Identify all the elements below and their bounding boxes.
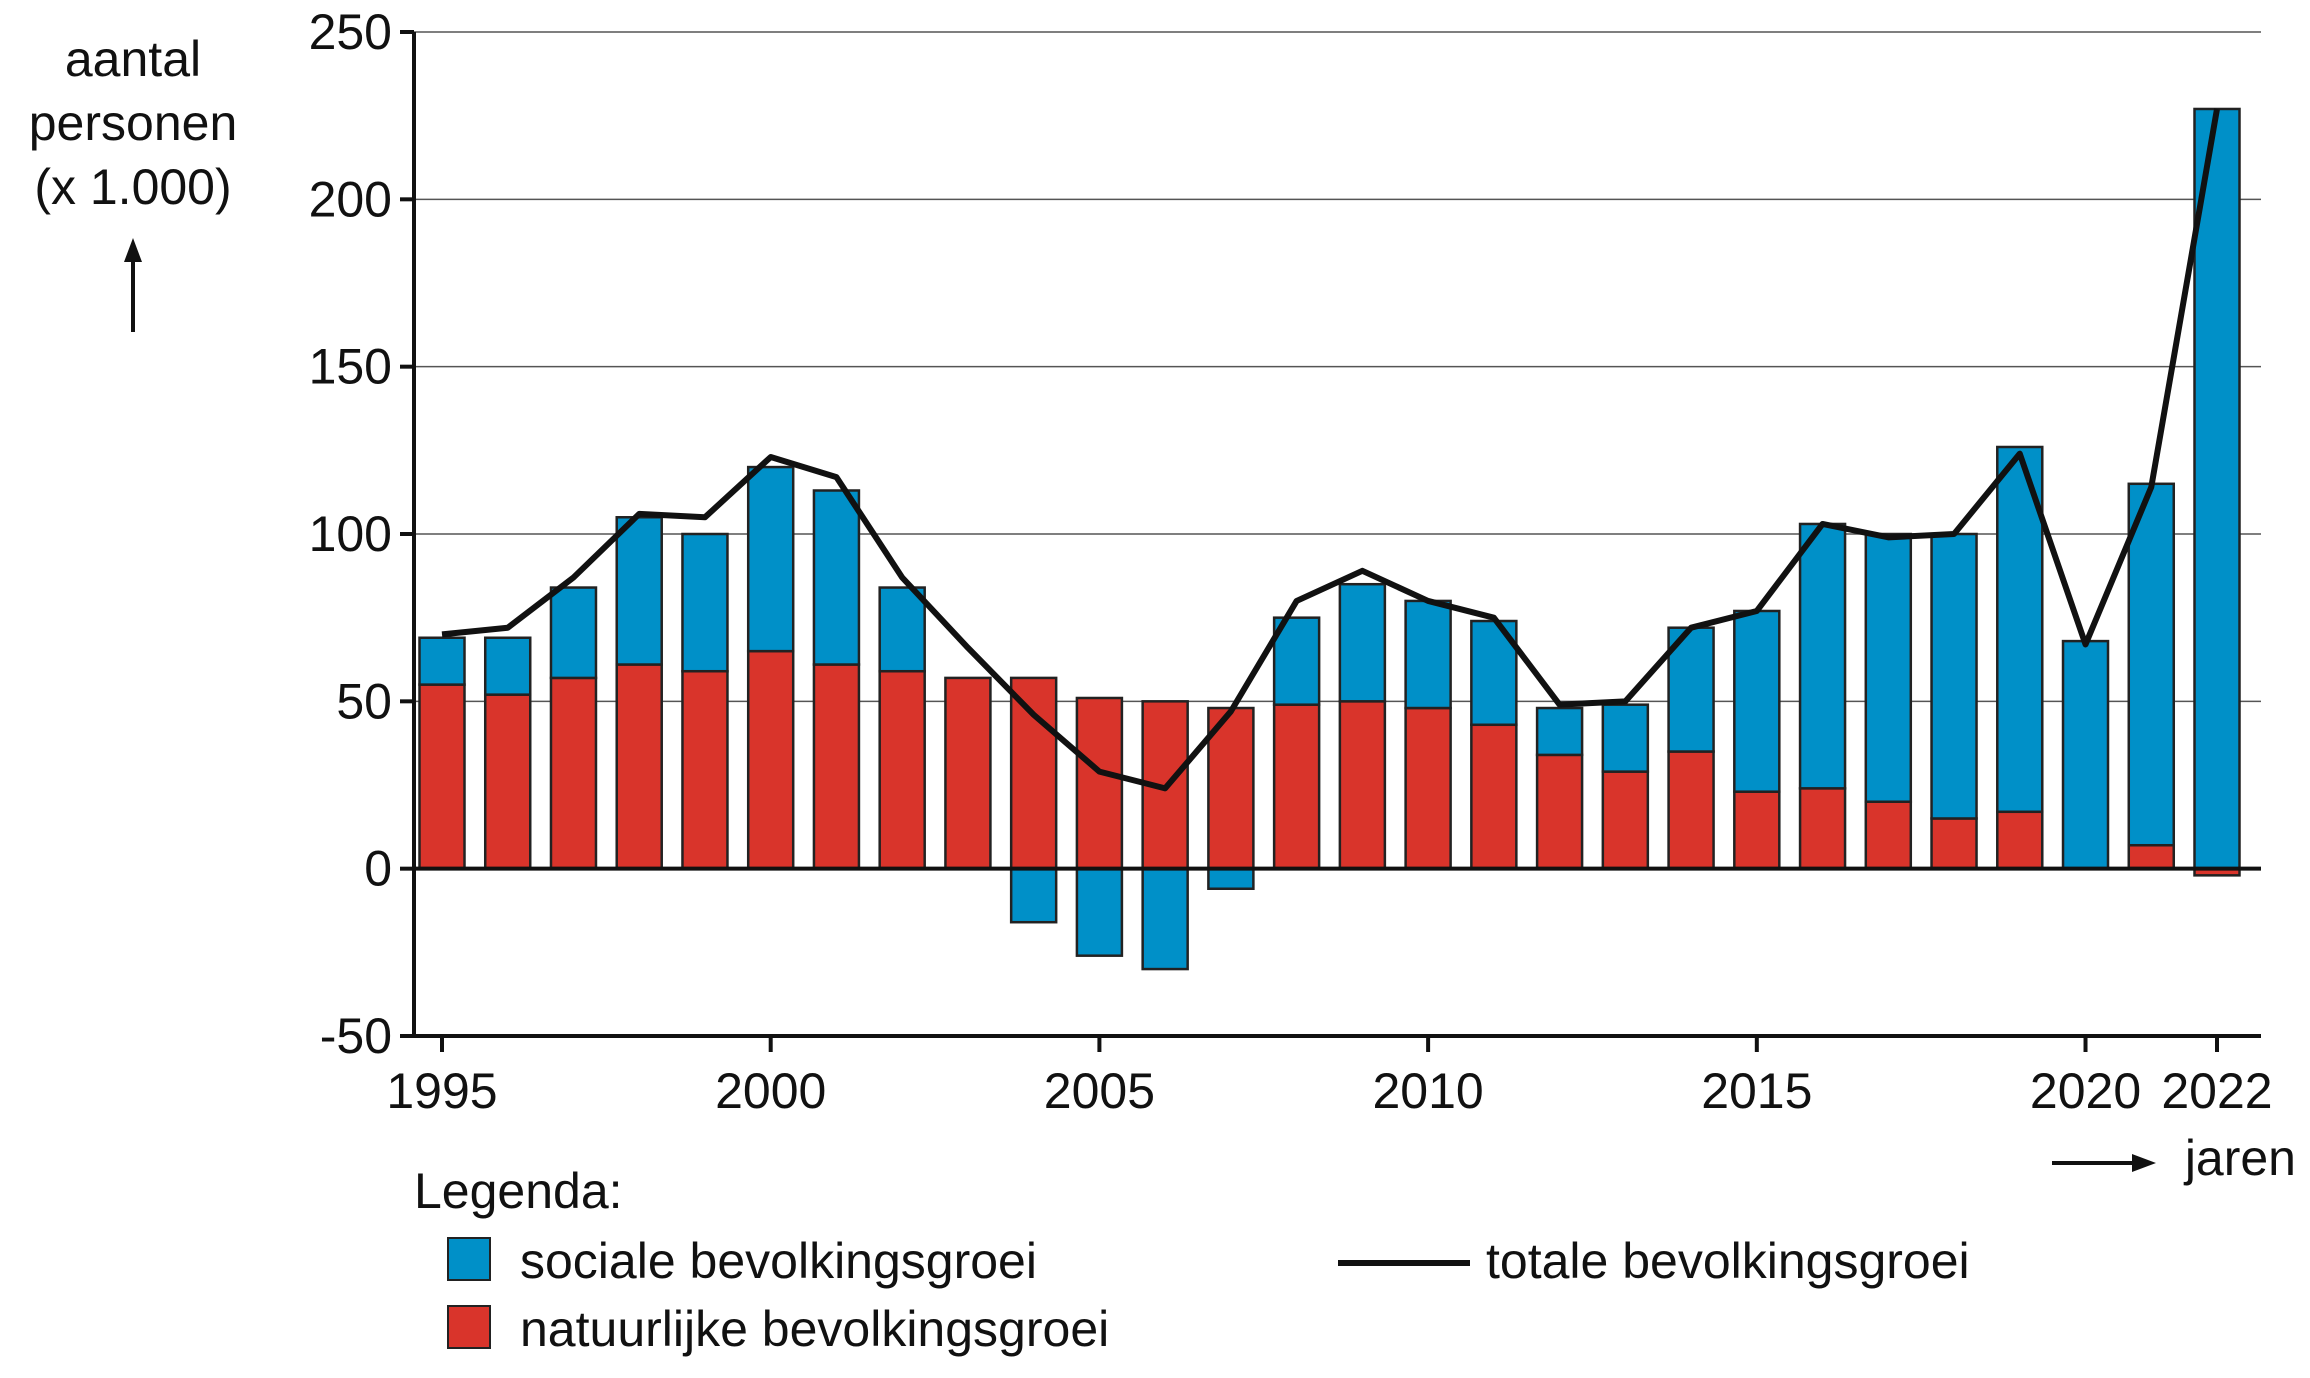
bar-social-2022 <box>2193 107 2241 870</box>
bar-social-2013 <box>1601 703 1650 773</box>
y-axis-label-line2: personen <box>29 95 238 151</box>
bar-natural-2011 <box>1470 723 1518 870</box>
bar-natural-2005 <box>1075 696 1124 870</box>
axes: -50 0 50 100 150 200 250 1995 2000 2005 2010 2015 20… <box>309 4 2273 1119</box>
total-line-group <box>441 108 2220 792</box>
bar-social-2015 <box>1733 609 1781 793</box>
bar-social-2020 <box>2061 639 2110 870</box>
bar-social-2009 <box>1338 582 1387 703</box>
bar-social-1995 <box>418 636 466 686</box>
legend-swatch-social <box>447 1237 491 1281</box>
bar-natural-2000 <box>746 649 795 870</box>
bars <box>418 107 2241 971</box>
y-tick-label: 0 <box>364 841 392 897</box>
bar-natural-1996 <box>483 693 532 870</box>
x-tick-label: 2022 <box>2161 1063 2272 1119</box>
bar-natural-2010 <box>1404 706 1452 870</box>
bar-social-2010 <box>1404 599 1452 710</box>
legend-label-social: sociale bevolkingsgroei <box>520 1233 1037 1289</box>
bar-social-2007 <box>1207 867 1255 890</box>
x-tick-label: 2015 <box>1701 1063 1812 1119</box>
bar-natural-2008 <box>1272 703 1321 870</box>
bar-social-2021 <box>2127 482 2176 847</box>
bar-natural-2019 <box>1996 810 2044 870</box>
y-tick-label: 250 <box>309 4 392 60</box>
bar-social-2019 <box>1996 445 2044 814</box>
bar-social-2008 <box>1272 616 1321 706</box>
bar-natural-2002 <box>878 669 926 870</box>
x-tick-label: 2005 <box>1044 1063 1155 1119</box>
legend-swatch-natural <box>447 1305 491 1349</box>
bar-social-2000 <box>746 465 795 653</box>
y-tick-label: -50 <box>320 1008 392 1064</box>
bar-natural-2017 <box>1864 800 1913 870</box>
x-tick-label: 1995 <box>386 1063 497 1119</box>
x-axis-arrow-icon <box>2052 1154 2156 1172</box>
bar-social-2005 <box>1075 867 1124 957</box>
bar-social-2006 <box>1141 867 1189 971</box>
legend-title: Legenda: <box>414 1163 623 1219</box>
y-axis-label-line3: (x 1.000) <box>34 159 231 215</box>
legend-label-natural: natuurlijke bevolkingsgroei <box>520 1301 1109 1357</box>
bar-natural-2015 <box>1733 790 1781 870</box>
y-tick-label: 150 <box>309 339 392 395</box>
y-tick-label: 50 <box>336 673 392 729</box>
bar-natural-2016 <box>1798 787 1847 870</box>
bar-social-2012 <box>1535 706 1584 757</box>
legend-label-total: totale bevolkingsgroei <box>1486 1233 1970 1289</box>
bar-natural-2018 <box>1930 817 1978 870</box>
bar-social-1996 <box>483 636 532 696</box>
y-axis-arrow-icon <box>124 238 142 332</box>
bar-social-2018 <box>1930 532 1978 820</box>
bar-natural-1997 <box>549 676 598 870</box>
bar-natural-2003 <box>944 676 992 870</box>
y-tick-label: 100 <box>309 506 392 562</box>
bar-natural-2014 <box>1667 750 1715 870</box>
bar-natural-1999 <box>681 669 729 870</box>
bar-natural-2009 <box>1338 700 1387 870</box>
bar-social-2016 <box>1798 522 1847 790</box>
bar-natural-2001 <box>812 663 861 870</box>
x-tick-label: 2000 <box>715 1063 826 1119</box>
total-growth-line <box>441 108 2220 792</box>
bar-natural-2013 <box>1601 770 1650 870</box>
x-axis-label: jaren <box>2183 1130 2296 1186</box>
y-tick-label: 200 <box>309 171 392 227</box>
bar-natural-2004 <box>1009 676 1058 870</box>
bar-social-2004 <box>1009 867 1058 924</box>
legend: Legenda: sociale bevolkingsgroei natuurl… <box>414 1163 1970 1357</box>
bar-social-2001 <box>812 489 861 666</box>
bar-social-2017 <box>1864 532 1913 803</box>
bar-social-2002 <box>878 586 926 673</box>
bar-natural-2012 <box>1535 753 1584 870</box>
bar-social-1997 <box>549 586 598 680</box>
bar-social-1998 <box>615 516 663 666</box>
bar-social-1999 <box>681 532 729 673</box>
bar-natural-1995 <box>418 683 466 870</box>
y-axis-label-line1: aantal <box>65 31 201 87</box>
x-tick-label: 2010 <box>1372 1063 1483 1119</box>
bar-natural-2021 <box>2127 843 2176 870</box>
x-tick-label: 2020 <box>2030 1063 2141 1119</box>
bar-natural-1998 <box>615 663 663 870</box>
